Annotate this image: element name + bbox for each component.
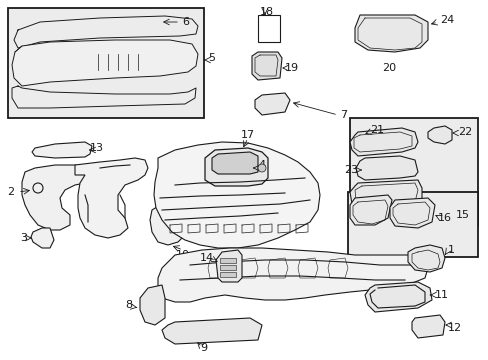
Polygon shape: [212, 152, 258, 174]
Polygon shape: [150, 198, 200, 245]
Text: 17: 17: [241, 130, 255, 140]
Text: 23: 23: [343, 165, 357, 175]
Polygon shape: [32, 142, 92, 158]
Polygon shape: [349, 128, 417, 156]
Bar: [8, 8, 203, 118]
Text: 2: 2: [7, 187, 14, 197]
Text: 1: 1: [447, 245, 454, 255]
Polygon shape: [75, 158, 148, 238]
Polygon shape: [355, 156, 417, 180]
Polygon shape: [389, 198, 434, 228]
Polygon shape: [22, 165, 95, 230]
Bar: [347, 192, 477, 257]
Polygon shape: [154, 142, 319, 248]
Text: 11: 11: [434, 290, 448, 300]
Text: 21: 21: [369, 125, 384, 135]
Polygon shape: [427, 126, 451, 144]
Text: 10: 10: [176, 250, 190, 260]
Polygon shape: [162, 318, 262, 344]
Text: 8: 8: [124, 300, 132, 310]
Polygon shape: [349, 195, 391, 225]
Polygon shape: [254, 93, 289, 115]
Text: 6: 6: [182, 17, 189, 27]
Bar: [349, 118, 477, 226]
Text: 13: 13: [90, 143, 104, 153]
Bar: [220, 272, 236, 277]
Polygon shape: [411, 315, 444, 338]
Text: 22: 22: [457, 127, 471, 137]
Text: 7: 7: [339, 110, 346, 120]
Text: 16: 16: [437, 213, 451, 223]
Polygon shape: [349, 180, 421, 210]
Bar: [220, 265, 236, 270]
Text: 19: 19: [285, 63, 299, 73]
Polygon shape: [31, 228, 54, 248]
Text: 4: 4: [258, 160, 264, 170]
Text: 15: 15: [455, 210, 469, 220]
Circle shape: [258, 164, 265, 172]
Polygon shape: [364, 282, 431, 312]
Polygon shape: [140, 285, 164, 325]
Text: 24: 24: [439, 15, 453, 25]
Polygon shape: [158, 248, 427, 302]
Polygon shape: [251, 52, 282, 80]
Text: 12: 12: [447, 323, 461, 333]
Polygon shape: [407, 245, 444, 272]
Polygon shape: [204, 148, 267, 186]
Polygon shape: [12, 40, 198, 86]
Bar: [220, 258, 236, 263]
Text: 14: 14: [200, 253, 214, 263]
Text: 20: 20: [381, 63, 395, 73]
Polygon shape: [354, 15, 427, 52]
Text: 3: 3: [20, 233, 27, 243]
Text: 18: 18: [260, 7, 274, 17]
Polygon shape: [216, 250, 242, 282]
Text: 9: 9: [200, 343, 207, 353]
Text: 5: 5: [207, 53, 215, 63]
